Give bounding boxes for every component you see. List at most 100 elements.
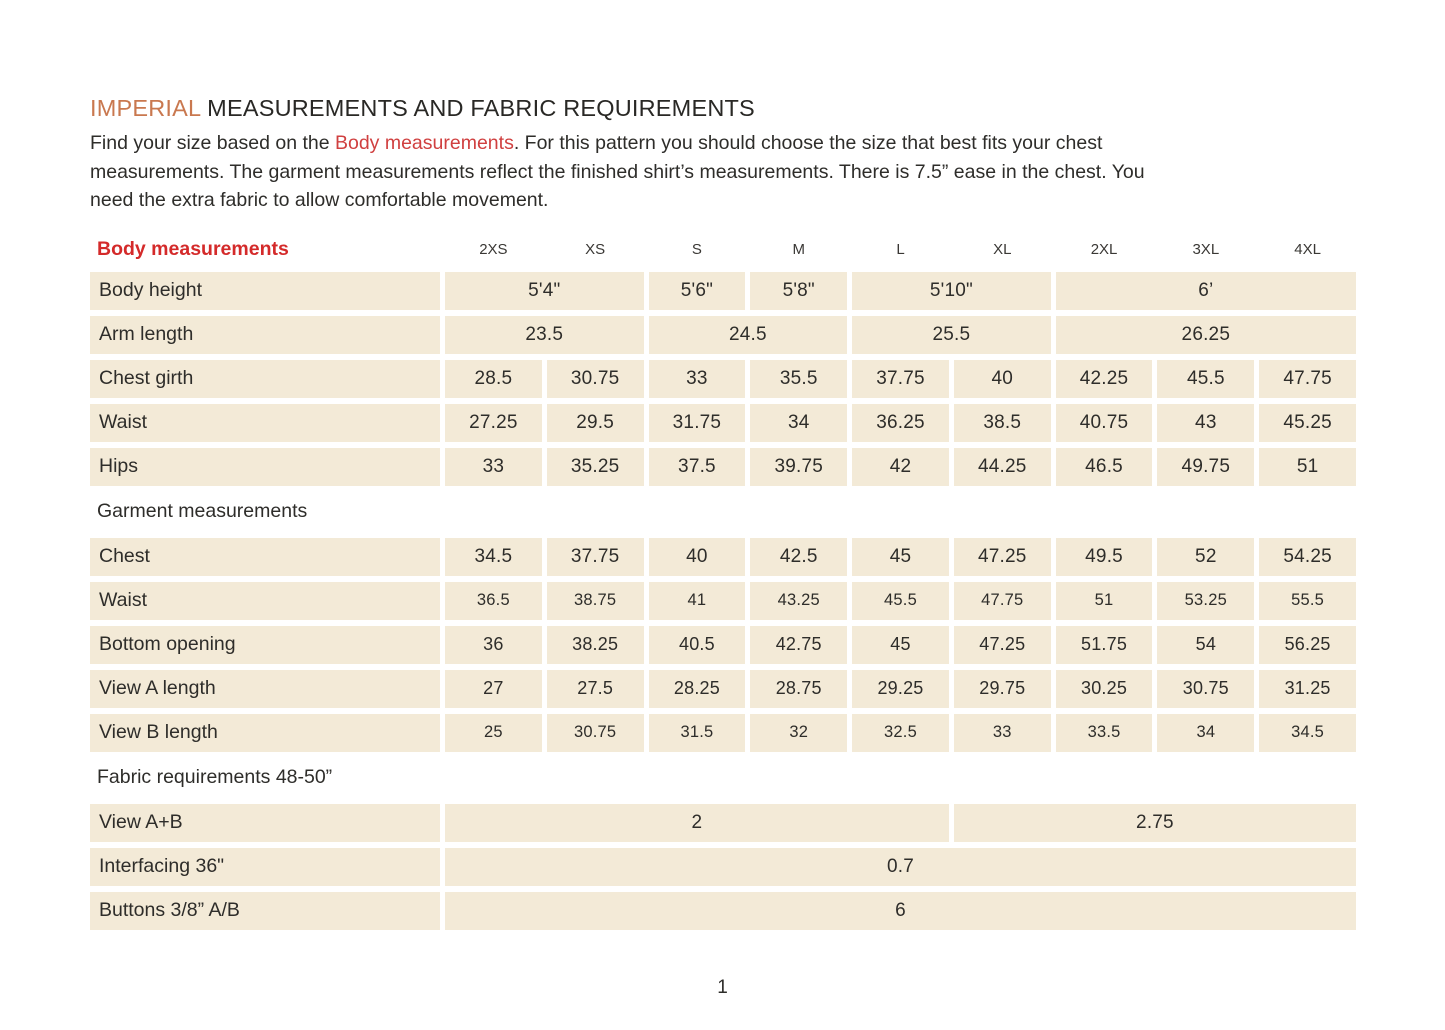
value-cell: 6 xyxy=(445,891,1356,930)
value-cell: 45.5 xyxy=(1157,359,1255,398)
value-cell: 30.25 xyxy=(1055,669,1153,708)
intro-line-2: measurements. The garment measurements r… xyxy=(90,160,1145,183)
size-header-m: M xyxy=(792,241,805,258)
page-title: IMPERIAL MEASUREMENTS AND FABRIC REQUIRE… xyxy=(90,95,1356,122)
value-cell: 31.5 xyxy=(648,713,746,752)
value-cell: 47.75 xyxy=(953,581,1051,620)
intro-line-3: need the extra fabric to allow comfortab… xyxy=(90,189,549,211)
value-cell: 32 xyxy=(750,713,848,752)
value-cell: 38.5 xyxy=(953,403,1051,442)
intro-body-measurements-link: Body measurements xyxy=(334,132,514,154)
size-header-2xs: 2XS xyxy=(479,241,508,258)
intro-line1-pre: Find your size based on the xyxy=(90,132,335,154)
value-cell: 33 xyxy=(648,359,746,398)
value-cell: 33 xyxy=(953,713,1051,752)
value-cell: 52 xyxy=(1157,537,1255,576)
value-cell: 5'10" xyxy=(852,271,1051,310)
row-label: Bottom opening xyxy=(90,625,440,664)
value-cell: 28.5 xyxy=(445,359,542,398)
value-cell: 35.5 xyxy=(750,359,848,398)
value-cell: 42.25 xyxy=(1055,359,1153,398)
value-cell: 6’ xyxy=(1055,271,1356,310)
value-cell: 51.75 xyxy=(1055,625,1153,664)
table-corner-label: Body measurements xyxy=(97,238,289,260)
value-cell: 28.25 xyxy=(648,669,746,708)
value-cell: 44.25 xyxy=(953,447,1051,486)
value-cell: 34.5 xyxy=(1259,713,1356,752)
value-cell: 36.25 xyxy=(852,403,949,442)
section-row: Fabric requirements 48-50” xyxy=(90,757,1356,798)
size-header-xs: XS xyxy=(585,241,606,258)
value-cell: 5'6" xyxy=(648,271,746,310)
value-cell: 46.5 xyxy=(1055,447,1153,486)
value-cell: 33.5 xyxy=(1055,713,1153,752)
value-cell: 47.25 xyxy=(953,537,1051,576)
row-label: View A length xyxy=(90,669,440,708)
size-header-4xl: 4XL xyxy=(1294,241,1321,258)
row-label: Chest xyxy=(90,537,440,576)
value-cell: 47.25 xyxy=(953,625,1051,664)
value-cell: 49.5 xyxy=(1055,537,1153,576)
value-cell: 27.25 xyxy=(445,403,542,442)
value-cell: 56.25 xyxy=(1259,625,1356,664)
row-label: Chest girth xyxy=(90,359,440,398)
value-cell: 54 xyxy=(1157,625,1255,664)
value-cell: 27.5 xyxy=(546,669,644,708)
value-cell: 31.25 xyxy=(1259,669,1356,708)
intro-line-1: Find your size based on the Body measure… xyxy=(90,129,1356,158)
title-highlight: IMPERIAL xyxy=(90,95,201,121)
value-cell: 37.5 xyxy=(648,447,746,486)
value-cell: 30.75 xyxy=(1157,669,1255,708)
value-cell: 40.75 xyxy=(1055,403,1153,442)
value-cell: 53.25 xyxy=(1157,581,1255,620)
page-number: 1 xyxy=(717,977,728,998)
row-label: Interfacing 36" xyxy=(90,847,440,886)
size-header-3xl: 3XL xyxy=(1192,241,1220,258)
value-cell: 27 xyxy=(445,669,542,708)
value-cell: 33 xyxy=(445,447,542,486)
size-header-s: S xyxy=(691,241,702,258)
row-label: Hips xyxy=(90,447,440,486)
value-cell: 30.75 xyxy=(546,713,644,752)
row-label: Buttons 3/8” A/B xyxy=(90,891,440,930)
size-header-2xl: 2XL xyxy=(1090,241,1118,258)
value-cell: 45 xyxy=(852,537,949,576)
value-cell: 5'4" xyxy=(445,271,644,310)
value-cell: 40 xyxy=(953,359,1051,398)
value-cell: 36.5 xyxy=(445,581,542,620)
value-cell: 31.75 xyxy=(648,403,746,442)
value-cell: 51 xyxy=(1055,581,1153,620)
value-cell: 34.5 xyxy=(445,537,542,576)
size-table: Body measurements 2XS XS S M L XL 2XL 3XL 4XL Bod… xyxy=(90,234,1356,930)
page-content: IMPERIAL MEASUREMENTS AND FABRIC REQUIRE… xyxy=(90,0,1356,930)
value-cell: 45 xyxy=(852,625,949,664)
value-cell: 24.5 xyxy=(648,315,848,354)
value-cell: 25 xyxy=(445,713,542,752)
value-cell: 23.5 xyxy=(445,315,644,354)
value-cell: 25.5 xyxy=(852,315,1051,354)
value-cell: 29.75 xyxy=(953,669,1051,708)
value-cell: 35.25 xyxy=(546,447,644,486)
value-cell: 51 xyxy=(1259,447,1356,486)
value-cell: 0.7 xyxy=(445,847,1356,886)
value-cell: 37.75 xyxy=(546,537,644,576)
row-label: Arm length xyxy=(90,315,440,354)
intro-line1-post: . For this pattern you should choose the… xyxy=(513,132,1103,154)
value-cell: 38.75 xyxy=(546,581,644,620)
value-cell: 5'8" xyxy=(750,271,848,310)
value-cell: 34 xyxy=(1157,713,1255,752)
intro-paragraph: Find your size based on the Body measure… xyxy=(90,129,1356,215)
row-label: View A+B xyxy=(90,803,440,842)
value-cell: 32.5 xyxy=(852,713,949,752)
row-label: Waist xyxy=(90,403,440,442)
value-cell: 47.75 xyxy=(1259,359,1356,398)
value-cell: 29.5 xyxy=(546,403,644,442)
value-cell: 42.5 xyxy=(750,537,848,576)
value-cell: 55.5 xyxy=(1259,581,1356,620)
value-cell: 40.5 xyxy=(648,625,746,664)
title-rest: MEASUREMENTS AND FABRIC REQUIREMENTS xyxy=(200,95,755,121)
value-cell: 39.75 xyxy=(750,447,848,486)
value-cell: 54.25 xyxy=(1259,537,1356,576)
value-cell: 38.25 xyxy=(546,625,644,664)
value-cell: 42.75 xyxy=(750,625,848,664)
